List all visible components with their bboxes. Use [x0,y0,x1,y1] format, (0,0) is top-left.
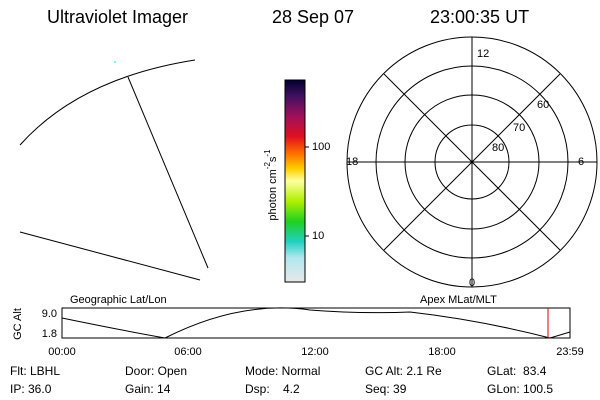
x-label: 06:00 [174,346,202,358]
status-field: Mode: Normal [245,364,320,378]
lat-label: 80 [492,142,504,154]
lat-label: 60 [537,99,549,111]
lat-label: 70 [513,122,525,134]
spoke [383,73,561,251]
mlt-label: 18 [346,156,358,168]
timeline-box [61,307,571,339]
timeline-title: Apex MLat/MLT [420,294,497,306]
mlt-label: 6 [578,156,584,168]
timeline-title: Geographic Lat/Lon [70,294,167,306]
x-label: 12:00 [301,346,329,358]
colorbar-tick-label: 100 [312,141,330,153]
x-label: 23:59 [556,346,584,358]
pixel [114,61,116,63]
polar-grid [346,36,598,288]
meridian [127,76,209,269]
status-field: GC Alt: 2.1 Re [365,364,442,378]
date: 28 Sep 07 [272,7,354,27]
instrument: Ultraviolet Imager [47,7,188,27]
status: Flt: LBHL Door: Open Mode: Normal GC Alt: 2… [10,364,553,396]
parallel [19,231,201,281]
unit: photon cm [267,169,279,220]
exp: -2 [263,162,272,170]
status-field: GLon: 100.5 [487,382,553,396]
time: 23:00:35 UT [430,7,529,27]
status-field: Dsp: 4.2 [245,382,300,396]
y-title: GC Alt [12,308,24,340]
mlt-label: 0 [469,277,475,289]
altitude-curve [61,307,571,339]
status-field: Flt: LBHL [10,364,60,378]
colorbar [284,79,306,283]
unit: s [267,156,279,162]
limb [19,59,196,146]
status-field: Gain: 14 [125,382,171,396]
colorbar-label: photon cm-2s-1 [263,149,279,221]
x-label: 00:00 [48,346,76,358]
status-field: GLat: 83.4 [487,364,547,378]
exp: -1 [263,149,272,157]
status-field: Seq: 39 [365,382,407,396]
geo-panel [19,59,209,281]
status-field: Door: Open [125,364,187,378]
mlt-label: 12 [477,48,489,60]
colorbar-tick-label: 10 [312,230,324,242]
status-field: IP: 36.0 [10,382,52,396]
y-label: 1.8 [42,328,57,340]
x-label: 18:00 [428,346,456,358]
y-label: 9.0 [42,308,57,320]
